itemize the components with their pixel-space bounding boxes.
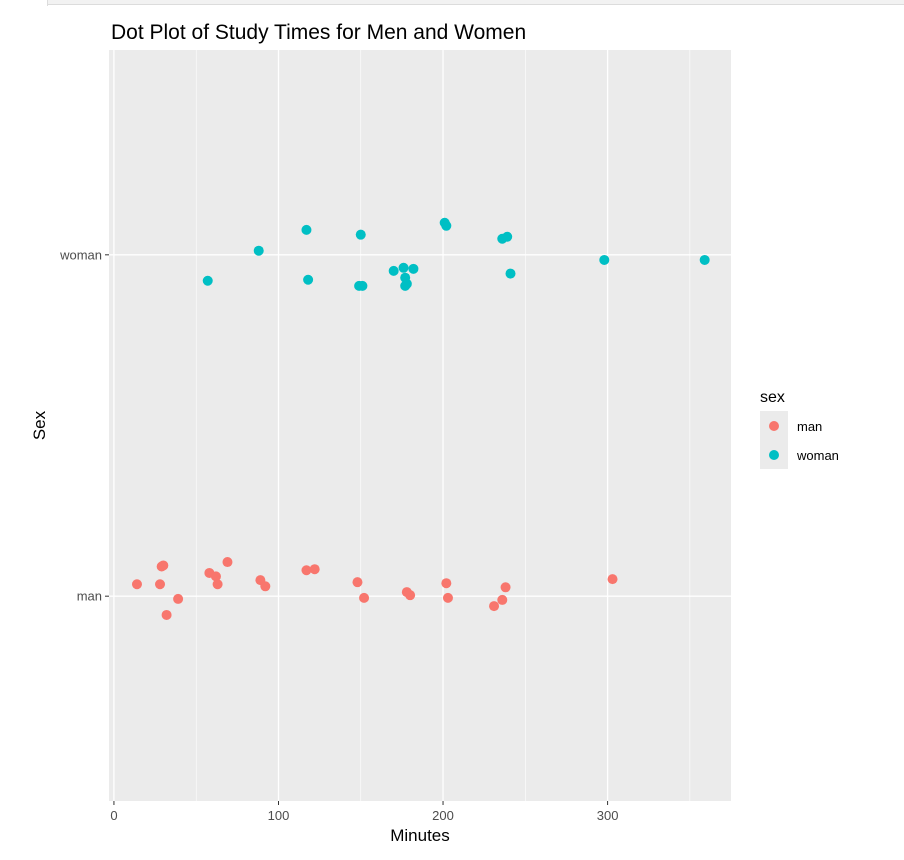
legend-key-background [760, 411, 788, 469]
legend-label-woman: woman [796, 448, 839, 463]
grid-lines [109, 50, 731, 801]
data-point-man [222, 557, 233, 568]
data-point-woman [398, 262, 409, 273]
window-top-strip-edge [47, 0, 48, 6]
data-point-woman [502, 231, 513, 242]
data-point-man [352, 577, 363, 588]
data-points [131, 217, 710, 620]
x-axis-title: Minutes [390, 826, 450, 845]
data-point-man [607, 574, 618, 585]
y-axis-title: Sex [30, 410, 49, 440]
legend: sex man woman [760, 389, 839, 469]
data-point-man [212, 579, 223, 590]
plot-panel [109, 50, 731, 801]
chart-title: Dot Plot of Study Times for Men and Wome… [111, 21, 526, 44]
data-point-man [158, 560, 169, 571]
data-point-man [301, 565, 312, 576]
data-point-man [442, 592, 453, 603]
axes: 0 100 200 300 man woman [59, 247, 618, 823]
data-point-woman [408, 263, 419, 274]
data-point-man [497, 594, 508, 605]
data-point-woman [599, 254, 610, 265]
data-point-woman [355, 229, 366, 240]
data-point-woman [202, 275, 213, 286]
data-point-woman [253, 245, 264, 256]
x-tick-label: 100 [268, 808, 290, 823]
data-point-man [131, 579, 142, 590]
data-point-woman [441, 220, 452, 231]
y-tick-label-man: man [77, 589, 102, 604]
x-tick-label: 0 [110, 808, 117, 823]
data-point-man [359, 592, 370, 603]
x-tick-label: 300 [597, 808, 619, 823]
data-point-man [161, 609, 172, 620]
data-point-man [155, 579, 166, 590]
y-tick-label-woman: woman [59, 247, 102, 262]
data-point-man [260, 581, 271, 592]
data-point-woman [388, 265, 399, 276]
data-point-man [500, 582, 511, 593]
legend-key-man [769, 421, 779, 431]
legend-label-man: man [797, 419, 822, 434]
legend-title: sex [760, 389, 785, 406]
data-point-man [405, 590, 416, 601]
data-point-woman [357, 280, 368, 291]
data-point-man [441, 578, 452, 589]
data-point-woman [301, 224, 312, 235]
data-point-woman [401, 278, 412, 289]
data-point-woman [505, 268, 516, 279]
window-top-strip [48, 0, 904, 5]
data-point-woman [303, 274, 314, 285]
data-point-man [489, 601, 500, 612]
legend-key-woman [769, 450, 779, 460]
data-point-man [210, 571, 221, 582]
data-point-man [309, 564, 320, 575]
x-tick-label: 200 [432, 808, 454, 823]
data-point-woman [699, 254, 710, 265]
data-point-man [173, 593, 184, 604]
